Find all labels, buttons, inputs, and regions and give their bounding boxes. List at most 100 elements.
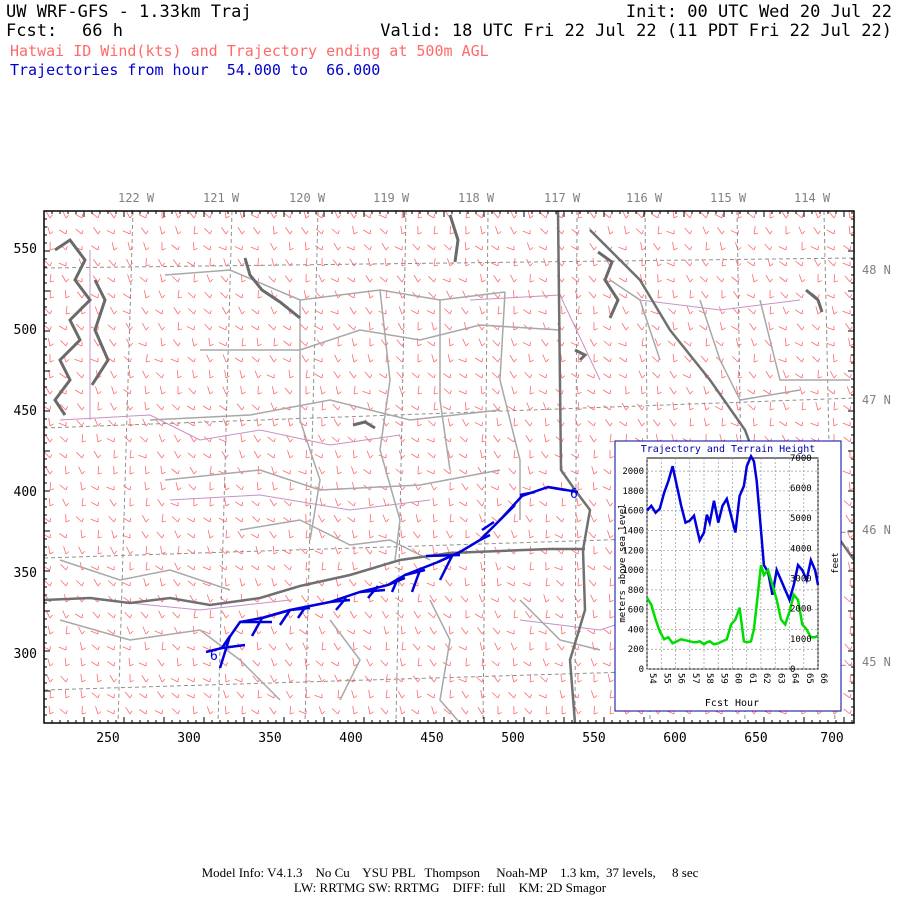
wind-barb	[241, 705, 246, 715]
wind-barb	[475, 373, 484, 379]
wind-barb	[186, 325, 195, 331]
wind-barb	[125, 211, 133, 219]
wind-barb	[285, 642, 293, 651]
wind-barb	[177, 657, 182, 667]
wind-barb	[426, 469, 435, 475]
wind-barb	[171, 516, 180, 523]
wind-barb	[747, 389, 756, 395]
wind-barb	[477, 706, 485, 715]
wind-barb	[305, 273, 310, 283]
wind-barb	[813, 227, 821, 235]
wind-barb	[602, 325, 611, 331]
wind-barb	[603, 212, 612, 219]
wind-barb	[154, 629, 163, 635]
wind-barb	[140, 227, 149, 235]
wind-barb	[314, 309, 323, 315]
wind-barb	[401, 642, 406, 651]
wind-barb	[143, 578, 150, 587]
wind-barb	[849, 625, 854, 635]
wind-barb	[426, 693, 435, 699]
terrain-height-line	[645, 564, 819, 646]
trajectory-wind-barbs	[218, 485, 566, 669]
wind-barb	[220, 275, 229, 283]
wind-barb	[318, 706, 326, 715]
wind-barb	[417, 321, 422, 331]
wind-barb	[240, 386, 246, 395]
wind-barb	[431, 354, 438, 363]
inset-y-tick-label: 2000	[622, 467, 644, 477]
wind-barb	[369, 337, 374, 347]
wind-barb	[47, 338, 54, 347]
wind-barb	[417, 386, 422, 395]
wind-barb	[257, 689, 262, 699]
wind-barb	[202, 405, 211, 411]
wind-barb	[144, 465, 150, 475]
wind-barb	[269, 531, 277, 539]
wind-barb	[493, 435, 501, 443]
wind-barb	[656, 401, 662, 411]
wind-barb	[538, 470, 547, 475]
wind-barb	[157, 499, 165, 507]
wind-barb	[186, 677, 195, 683]
grid-x-label: 700	[820, 731, 843, 746]
wind-barb	[539, 212, 548, 219]
wind-barb	[842, 262, 851, 267]
wind-barb	[593, 673, 598, 683]
wind-barb	[397, 322, 405, 331]
wind-barb	[160, 274, 166, 283]
wind-barb	[107, 292, 116, 299]
wind-barb	[826, 229, 835, 235]
wind-barb	[543, 434, 550, 443]
wind-barb	[603, 565, 612, 571]
wind-barb	[191, 338, 198, 347]
wind-barb	[526, 242, 534, 251]
wind-barb	[481, 434, 486, 443]
wind-barb	[107, 580, 116, 587]
wind-barb	[44, 324, 52, 331]
wind-barb	[94, 418, 102, 427]
wind-barb	[58, 261, 67, 267]
wind-barb	[429, 626, 437, 635]
model-info-line: Model Info: V4.1.3 No Cu YSU PBL Thompso…	[201, 865, 699, 880]
wind-barb	[318, 626, 326, 635]
wind-barb	[477, 323, 485, 331]
wind-barb	[449, 689, 454, 699]
inset-title: Trajectory and Terrain Height	[641, 444, 816, 455]
wind-barb	[798, 274, 806, 283]
wind-barb	[270, 402, 278, 411]
wind-barb	[74, 358, 83, 363]
wind-barb	[529, 450, 534, 459]
wind-barb	[622, 211, 629, 219]
wind-barb	[474, 421, 483, 427]
wind-barb	[331, 228, 340, 235]
wind-barb	[684, 243, 693, 251]
wind-barb	[474, 245, 484, 251]
wind-barb	[90, 565, 99, 571]
wind-barb	[59, 708, 68, 715]
wind-barb	[826, 325, 835, 331]
model-physics-line: LW: RRTMG SW: RRTMG DIFF: full KM: 2D Sm…	[293, 880, 607, 895]
wind-barb	[561, 305, 566, 315]
wind-barb	[575, 514, 582, 523]
wind-barb	[833, 353, 838, 363]
wind-barb	[333, 642, 341, 651]
wind-barb	[353, 546, 358, 555]
wind-barb	[271, 386, 278, 395]
wind-barb	[108, 515, 117, 523]
wind-barb	[688, 401, 694, 411]
wind-barb	[843, 245, 852, 251]
wind-barb	[672, 402, 678, 411]
wind-barb	[269, 354, 277, 363]
wind-barb	[159, 226, 166, 235]
wind-barb	[666, 230, 675, 235]
wind-barb	[285, 227, 293, 235]
wind-barb	[602, 293, 611, 299]
wind-barb	[603, 356, 612, 363]
wind-barb	[385, 641, 390, 651]
wind-barb	[464, 242, 470, 251]
wind-barb	[269, 498, 277, 507]
wind-barb	[428, 675, 437, 683]
wind-barb	[606, 498, 613, 507]
wind-barb	[125, 707, 133, 715]
wind-barb	[603, 628, 612, 635]
